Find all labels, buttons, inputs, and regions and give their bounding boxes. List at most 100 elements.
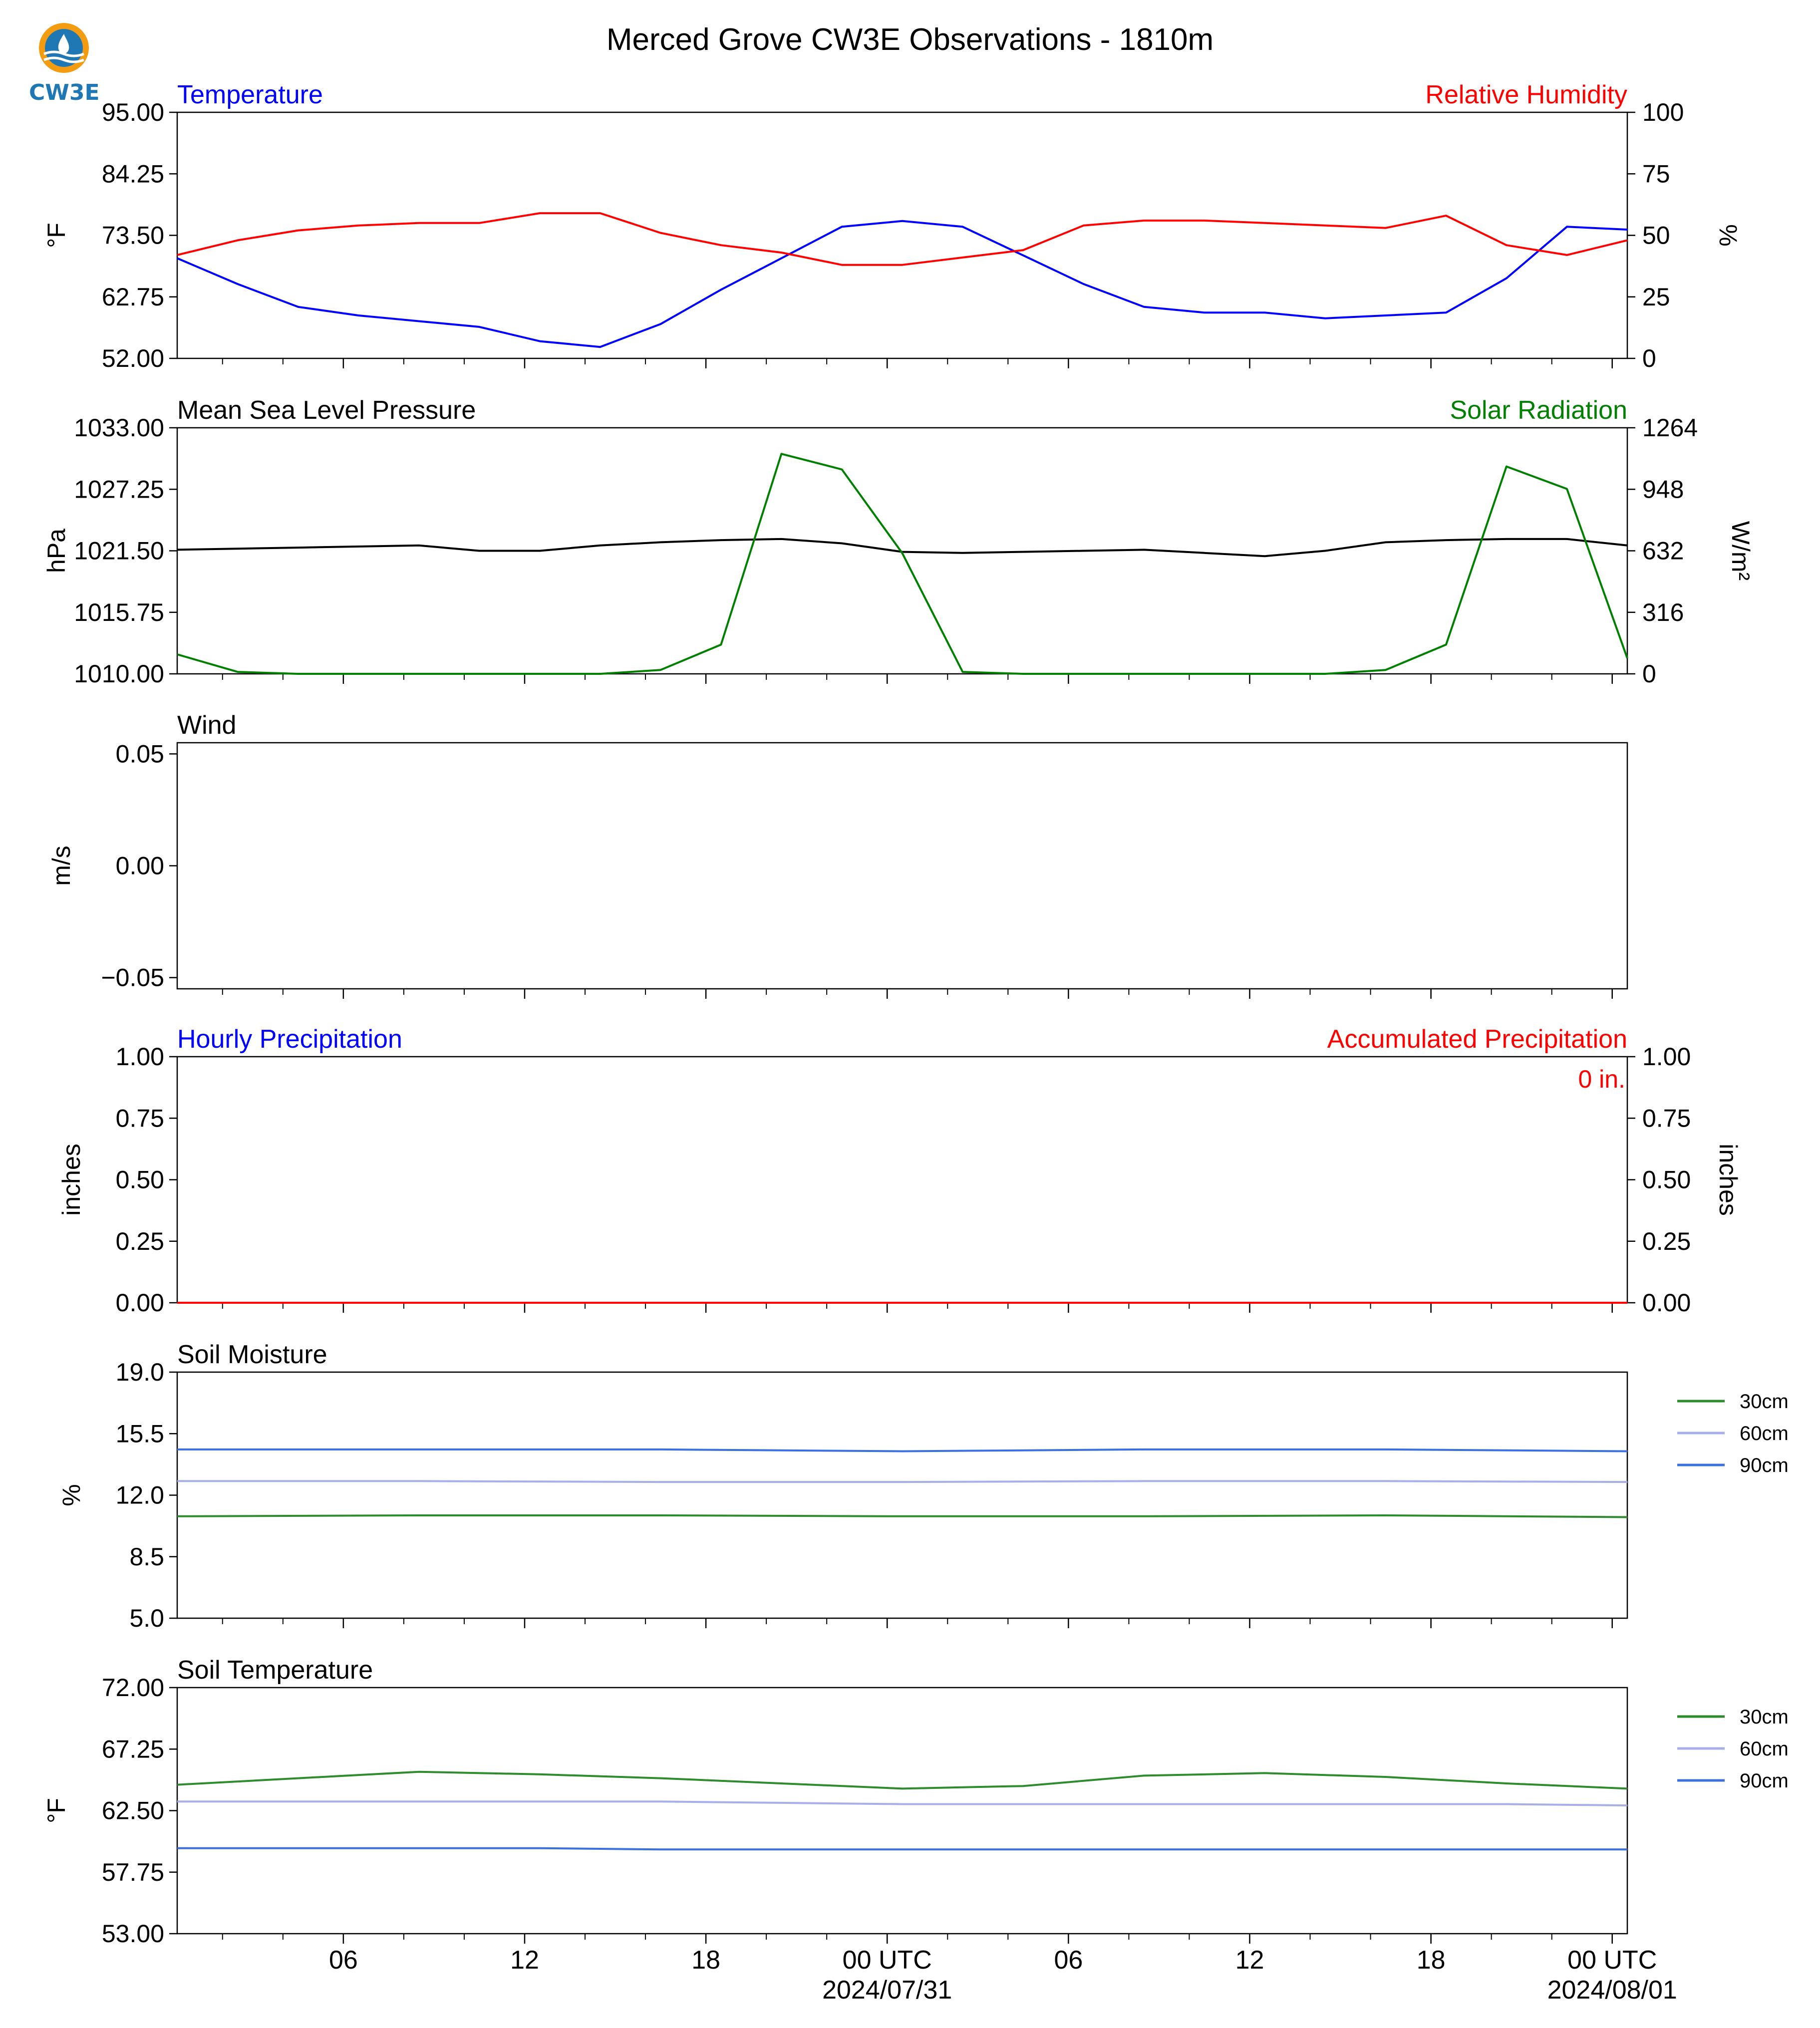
x-tick-label: 00 UTC [843, 1946, 932, 1975]
y-tick-label-left: 53.00 [102, 1920, 164, 1948]
x-tick-label: 06 [329, 1946, 358, 1975]
series-line-solar-radiation [177, 453, 1628, 675]
panel-title-right: Solar Radiation [1450, 396, 1627, 425]
y-tick-label-left: 8.5 [129, 1543, 164, 1571]
series-line-90cm [177, 1448, 1628, 1452]
y-axis-label-right: % [1714, 224, 1742, 246]
y-tick-label-right: 948 [1642, 475, 1684, 503]
panel-title-left: Hourly Precipitation [177, 1025, 402, 1054]
y-tick-label-left: 1.00 [116, 1043, 164, 1071]
y-tick-label-right: 25 [1642, 283, 1670, 311]
panel-0 [169, 111, 1635, 368]
logo-text: CW3E [29, 80, 100, 105]
legend-label: 60cm [1740, 1738, 1789, 1760]
y-axis-label-right: inches [1714, 1144, 1742, 1216]
y-axis-label-right: W/m² [1727, 521, 1755, 580]
panel-title-right: Accumulated Precipitation [1327, 1025, 1627, 1054]
legend-label: 60cm [1740, 1423, 1789, 1445]
panel-5 [169, 1687, 1725, 1944]
y-tick-label-right: 0.75 [1642, 1104, 1691, 1132]
series-line-30cm [177, 1770, 1628, 1790]
y-tick-label-right: 0.00 [1642, 1289, 1691, 1317]
y-tick-label-left: 0.00 [116, 852, 164, 880]
y-tick-label-left: −0.05 [101, 964, 164, 992]
y-axis-label-left: °F [42, 1798, 70, 1823]
y-tick-label-left: 0.00 [116, 1289, 164, 1317]
y-tick-label-left: 0.50 [116, 1166, 164, 1194]
y-tick-label-left: 1027.25 [74, 475, 164, 503]
y-tick-label-left: 0.25 [116, 1227, 164, 1255]
series-line-60cm [177, 1800, 1628, 1807]
y-tick-label-left: 0.05 [116, 740, 164, 768]
panel-frame [176, 1371, 1628, 1619]
y-axis-label-left: m/s [47, 846, 75, 886]
series-line-temperature [177, 220, 1628, 348]
x-date-label: 2024/08/01 [1547, 1976, 1677, 2005]
panel-title-right: Relative Humidity [1425, 80, 1627, 109]
panel-title-left: Temperature [177, 80, 323, 109]
y-tick-label-right: 50 [1642, 222, 1670, 250]
y-tick-label-left: 84.25 [102, 160, 164, 188]
y-tick-label-left: 1010.00 [74, 660, 164, 688]
series-line-90cm [177, 1847, 1627, 1851]
y-tick-label-left: 1033.00 [74, 414, 164, 442]
panel-2 [169, 742, 1628, 999]
y-tick-label-right: 0.50 [1642, 1166, 1691, 1194]
y-tick-label-left: 57.75 [102, 1858, 164, 1886]
panel-4 [169, 1371, 1725, 1628]
panel-title-left: Mean Sea Level Pressure [177, 396, 476, 425]
y-tick-label-left: 1021.50 [74, 537, 164, 565]
accumulated-precip-annotation: 0 in. [1578, 1065, 1625, 1093]
y-tick-label-right: 0 [1642, 660, 1656, 688]
y-tick-label-right: 75 [1642, 160, 1670, 188]
x-tick-label: 18 [1417, 1946, 1446, 1975]
x-date-label: 2024/07/31 [822, 1976, 952, 2005]
y-tick-label-right: 316 [1642, 598, 1684, 626]
x-tick-label: 06 [1054, 1946, 1083, 1975]
x-tick-label: 12 [1235, 1946, 1264, 1975]
legend-label: 90cm [1740, 1454, 1789, 1476]
y-tick-label-left: 67.25 [102, 1735, 164, 1763]
x-tick-label: 00 UTC [1567, 1946, 1657, 1975]
y-tick-label-left: 12.0 [116, 1481, 164, 1509]
y-tick-label-right: 1264 [1642, 414, 1698, 442]
y-tick-label-right: 0.25 [1642, 1227, 1691, 1255]
y-tick-label-left: 62.75 [102, 283, 164, 311]
y-axis-label-left: % [57, 1484, 85, 1506]
panel-1 [169, 427, 1635, 684]
series-line-60cm [177, 1480, 1628, 1483]
legend-label: 90cm [1740, 1770, 1789, 1792]
y-tick-label-left: 95.00 [102, 98, 164, 126]
figure-title: Merced Grove CW3E Observations - 1810m [607, 22, 1213, 57]
y-tick-label-left: 5.0 [129, 1604, 164, 1632]
x-tick-label: 18 [691, 1946, 720, 1975]
y-tick-label-left: 19.0 [116, 1358, 164, 1386]
legend-label: 30cm [1740, 1706, 1789, 1728]
panel-frame [176, 1056, 1628, 1304]
y-axis-label-left: inches [57, 1144, 85, 1216]
y-tick-label-right: 0 [1642, 344, 1656, 372]
y-tick-label-left: 62.50 [102, 1797, 164, 1825]
panel-frame [176, 427, 1628, 675]
y-tick-label-left: 0.75 [116, 1104, 164, 1132]
panel-3 [169, 1056, 1635, 1313]
series-line-30cm [177, 1514, 1628, 1518]
y-tick-label-right: 632 [1642, 537, 1684, 565]
panel-title-left: Soil Moisture [177, 1340, 327, 1369]
legend-label: 30cm [1740, 1391, 1789, 1413]
panel-frame [176, 1687, 1628, 1935]
y-tick-label-left: 15.5 [116, 1420, 164, 1448]
y-axis-label-left: °F [42, 223, 70, 248]
y-axis-label-left: hPa [42, 529, 70, 573]
panel-frame [176, 742, 1628, 990]
x-tick-label: 12 [510, 1946, 539, 1975]
y-tick-label-right: 100 [1642, 98, 1684, 126]
cw3e-logo [29, 19, 99, 104]
y-tick-label-left: 52.00 [102, 344, 164, 372]
series-line-relative-humidity [177, 212, 1628, 266]
y-tick-label-left: 72.00 [102, 1674, 164, 1702]
y-tick-label-left: 73.50 [102, 222, 164, 250]
panel-title-left: Soil Temperature [177, 1656, 373, 1685]
panel-frame [176, 111, 1628, 359]
